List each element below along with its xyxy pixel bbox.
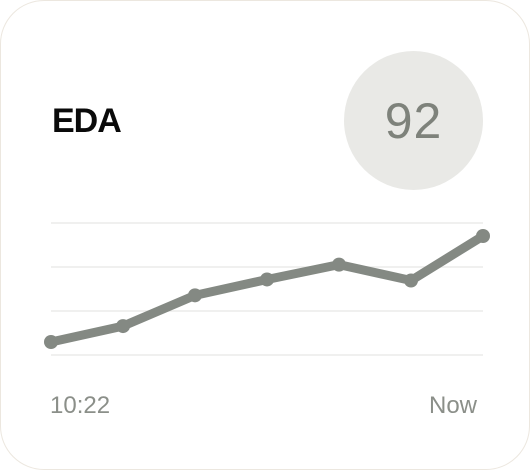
x-axis-start-label: 10:22 [50, 392, 111, 419]
series-line [46, 231, 488, 347]
data-point [476, 229, 490, 243]
chart-gridlines [51, 222, 483, 356]
score-badge: 92 [344, 51, 483, 190]
data-point [44, 335, 58, 349]
x-axis-end-label: Now [428, 392, 477, 419]
data-point [332, 257, 346, 272]
data-point [116, 319, 130, 334]
data-point [404, 273, 418, 288]
data-point [260, 272, 274, 287]
series-points [44, 229, 490, 349]
data-point [188, 288, 202, 303]
card-title: EDA [52, 102, 122, 140]
